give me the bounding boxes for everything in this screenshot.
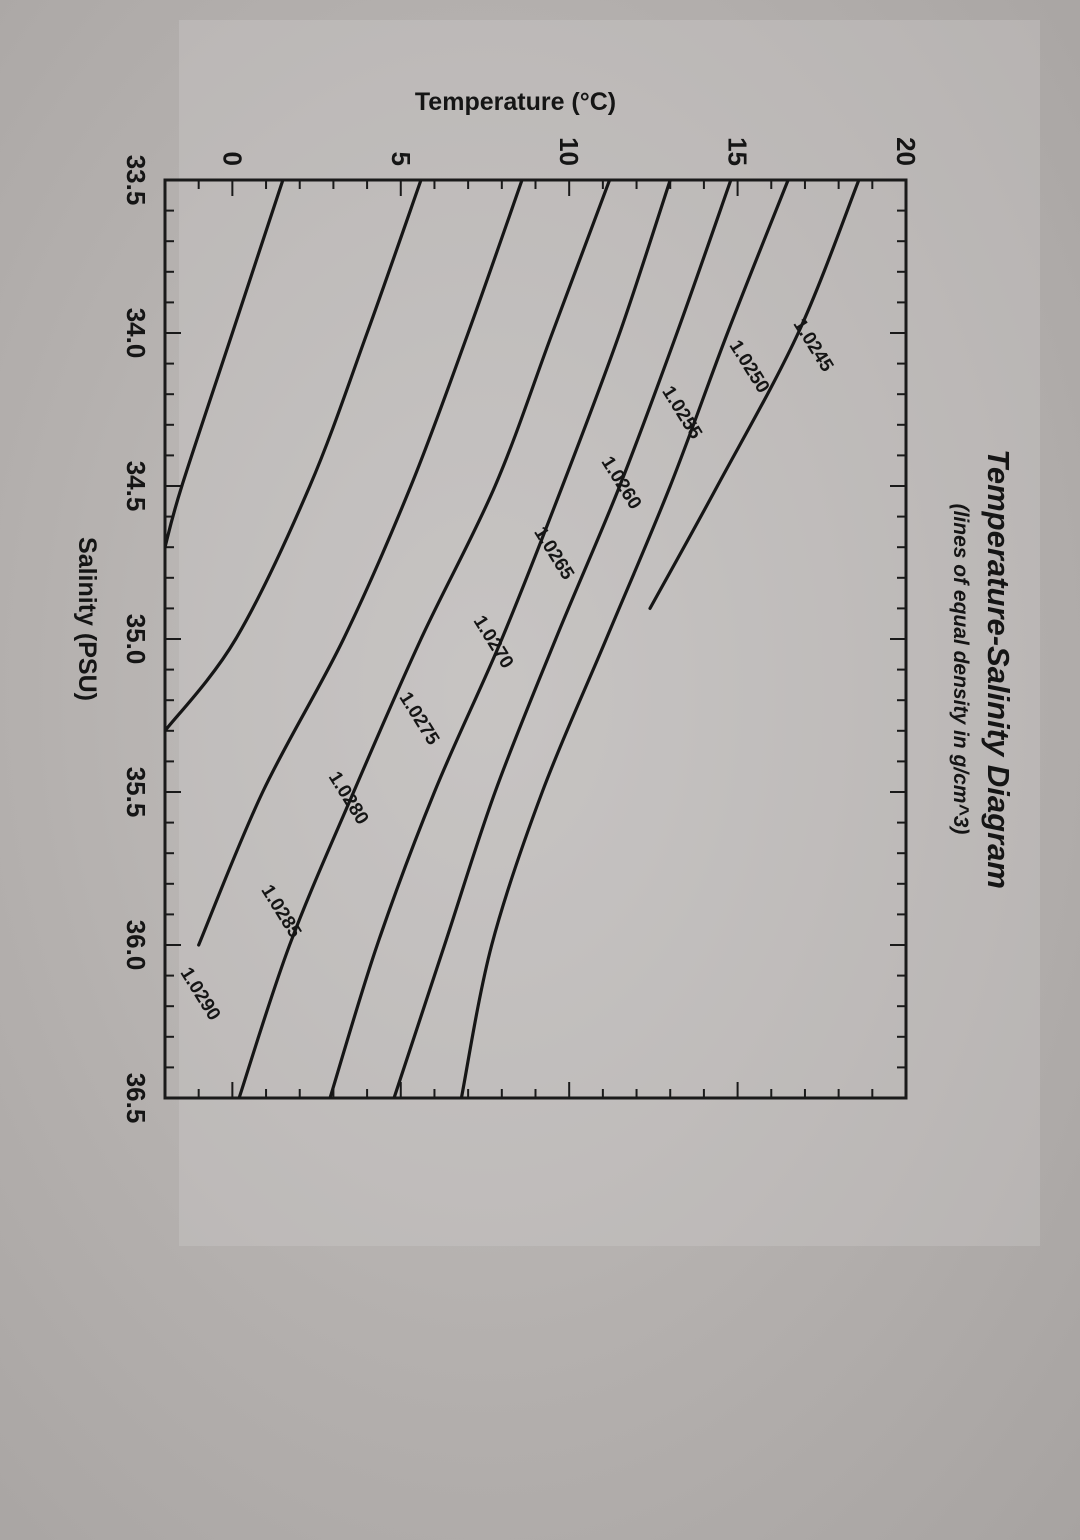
x-tick-label: 34.5	[121, 461, 151, 512]
x-axis-label: Salinity (PSU)	[73, 537, 101, 701]
y-tick-label: 10	[554, 137, 584, 166]
x-tick-label: 33.5	[121, 155, 151, 206]
density-line-1-0270	[197, 180, 524, 947]
density-contours	[165, 180, 861, 1098]
y-tick-label: 0	[217, 152, 247, 166]
density-line-1-0275	[165, 180, 423, 733]
density-line-1-0245	[648, 180, 861, 610]
x-tick-label: 36.5	[121, 1073, 151, 1124]
chart-title: Temperature-Salinity Diagram	[981, 449, 1016, 889]
density-line-1-0255	[392, 180, 733, 1098]
chart-subtitle: (lines of equal density in g/cm^3)	[949, 504, 972, 835]
density-line-1-0265	[237, 180, 612, 1098]
y-tick-label: 15	[723, 137, 753, 166]
x-tick-label: 36.0	[121, 920, 151, 971]
ts-diagram: 33.5 34.0 34.5 35.0 35.5 36.0 36.5 0 5 10 15 20 Sali…	[73, 20, 1040, 1246]
density-line-1-0280	[165, 180, 285, 549]
x-tick-label: 35.5	[121, 767, 151, 818]
x-tick-label: 35.0	[121, 614, 151, 665]
y-tick-label: 5	[386, 152, 416, 166]
density-line-1-0250	[459, 180, 790, 1098]
tick-marks	[164, 179, 907, 1099]
x-tick-label: 34.0	[121, 308, 151, 359]
y-tick-label: 20	[891, 137, 921, 166]
density-line-1-0260	[328, 180, 672, 1098]
y-axis-label: Temperature (°C)	[415, 88, 616, 116]
